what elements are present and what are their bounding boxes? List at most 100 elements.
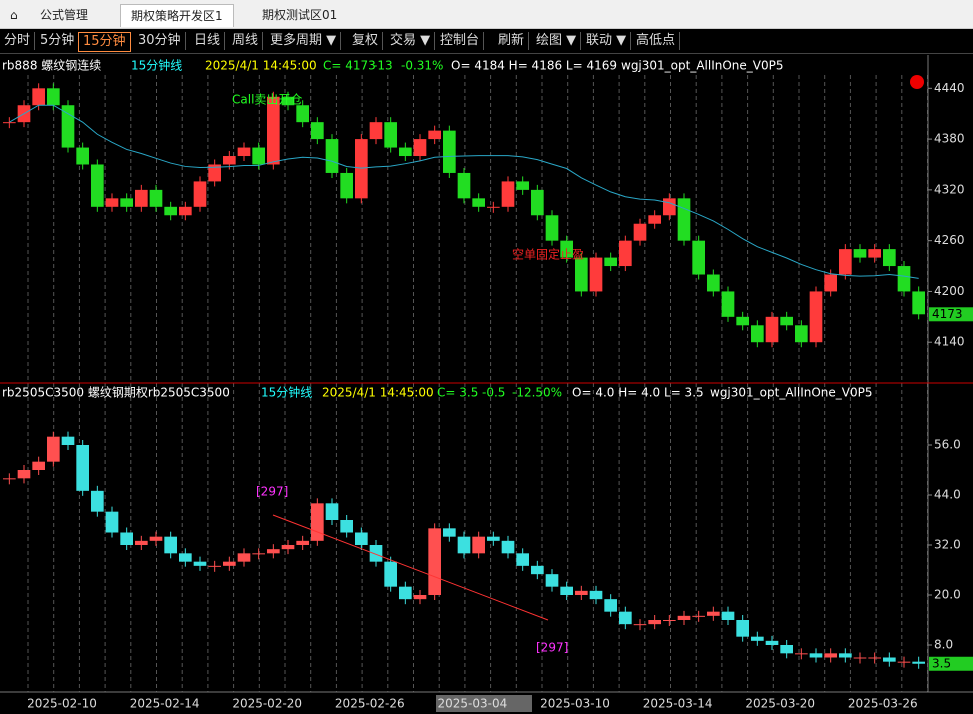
header-text: O= 4.0 H= 4.0 L= 3.5	[572, 386, 704, 400]
candle	[736, 620, 749, 637]
candle	[296, 540, 309, 545]
toolbar-button[interactable]: 30分钟	[134, 32, 186, 50]
candle	[516, 181, 529, 190]
candle	[721, 291, 735, 317]
tab[interactable]: 期权测试区01	[262, 8, 338, 22]
candle	[105, 511, 119, 533]
candle	[61, 436, 75, 445]
candle	[824, 653, 837, 658]
candle	[780, 316, 793, 326]
candle	[457, 172, 471, 199]
annotation: [297]	[536, 641, 568, 655]
x-tick-label: 2025-03-26	[848, 697, 918, 711]
candle	[633, 624, 647, 626]
candle	[120, 198, 133, 207]
candle	[853, 249, 867, 258]
candle	[223, 156, 236, 165]
candle	[340, 520, 353, 533]
candle	[17, 470, 31, 479]
candle	[883, 249, 896, 267]
toolbar-button[interactable]: 绘图 ▼	[532, 32, 582, 50]
header-text: -13	[373, 59, 393, 73]
candle	[809, 653, 823, 658]
tab[interactable]: 公式管理	[40, 8, 89, 22]
y-tick-label: 20.0	[934, 588, 961, 602]
candle	[267, 549, 280, 554]
x-tick-label: 2025-02-14	[130, 697, 200, 711]
candle	[795, 325, 808, 343]
candle	[765, 640, 779, 645]
candle	[76, 147, 89, 165]
toolbar-button[interactable]: 刷新	[494, 32, 530, 50]
candle	[296, 105, 309, 123]
candle	[663, 620, 676, 621]
candle	[443, 130, 456, 173]
header-text: wgj301_opt_AllInOne_V0P5	[621, 59, 784, 73]
candle	[76, 445, 89, 491]
y-tick-label: 4140	[934, 335, 965, 349]
y-tick-label: 4260	[934, 233, 965, 247]
toolbar-button[interactable]: 高低点	[632, 32, 681, 50]
toolbar-button[interactable]: 控制台	[436, 32, 485, 50]
candle	[399, 147, 412, 157]
candle	[32, 461, 45, 470]
candle	[531, 189, 544, 216]
x-tick-label: 2025-03-04	[438, 697, 508, 711]
candle	[369, 545, 383, 562]
candle	[47, 88, 60, 106]
x-tick-label: 2025-03-10	[540, 697, 610, 711]
candle	[839, 249, 852, 275]
header-text: -0.5	[482, 386, 505, 400]
candle	[721, 611, 735, 620]
y-tick-label: 4380	[934, 132, 965, 146]
toolbar-button[interactable]: 更多周期 ▼	[266, 32, 342, 50]
home-icon[interactable]: ⌂	[10, 8, 18, 22]
candle	[135, 189, 148, 207]
candle	[105, 198, 119, 207]
candle	[472, 198, 485, 207]
candle	[3, 122, 16, 124]
tab[interactable]: 期权策略开发区1	[120, 4, 234, 27]
candle	[589, 257, 603, 292]
candle	[91, 164, 104, 207]
last-price-label: 4173	[932, 307, 963, 321]
candle	[325, 503, 339, 520]
toolbar-button[interactable]: 联动 ▼	[582, 32, 632, 50]
candle	[633, 223, 647, 241]
candle	[663, 198, 676, 216]
candle	[164, 206, 177, 216]
date-highlight	[436, 695, 532, 712]
candle	[193, 561, 207, 566]
candle	[853, 657, 867, 659]
toolbar-button[interactable]: 分时	[0, 32, 36, 50]
candle	[501, 540, 515, 554]
candle	[355, 532, 368, 545]
background	[0, 55, 973, 714]
candle	[135, 540, 148, 545]
candle	[413, 595, 427, 600]
last-price-box	[929, 307, 973, 322]
toolbar-button[interactable]: 交易 ▼	[386, 32, 436, 50]
toolbar-button[interactable]: 日线	[190, 32, 226, 50]
candle	[575, 590, 588, 595]
x-tick-label: 2025-02-10	[27, 697, 97, 711]
header-text: rb2505C3500 螺纹钢期权rb2505C3500	[2, 386, 230, 400]
candle	[648, 620, 661, 625]
header-text: -0.31%	[401, 59, 443, 73]
candle	[545, 574, 559, 587]
toolbar-button[interactable]: 15分钟	[78, 32, 131, 52]
candle	[707, 611, 720, 616]
y-tick-label: 56.0	[934, 438, 961, 452]
candle	[487, 536, 500, 541]
candle	[179, 206, 192, 216]
header-text: wgj301_opt_AllInOne_V0P5	[710, 386, 873, 400]
annotation: [297]	[256, 485, 288, 499]
toolbar-button[interactable]: 复权	[348, 32, 384, 50]
candle	[208, 565, 221, 567]
candle	[237, 553, 251, 562]
candle	[736, 316, 749, 326]
candle	[457, 536, 471, 554]
candle	[428, 130, 441, 140]
toolbar-button[interactable]: 周线	[228, 32, 264, 50]
candle	[619, 611, 632, 625]
